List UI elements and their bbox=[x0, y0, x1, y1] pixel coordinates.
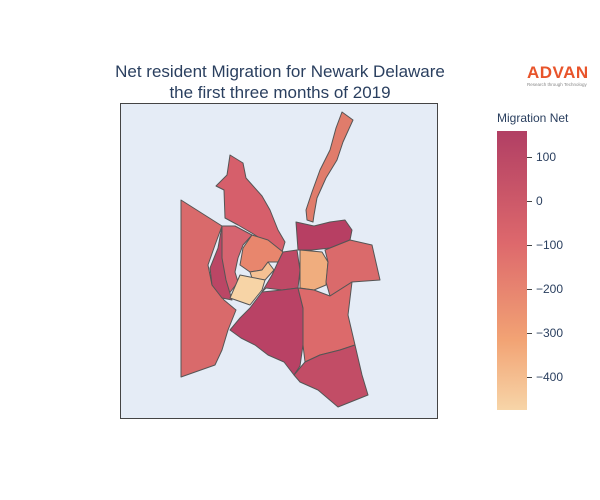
colorbar-tick bbox=[527, 377, 532, 378]
region-west-large[interactable] bbox=[180, 199, 237, 378]
colorbar-gradient bbox=[497, 131, 527, 410]
colorbar-tick-label: −100 bbox=[536, 238, 564, 252]
colorbar-tick-label: −300 bbox=[536, 326, 564, 340]
colorbar-tick-label: 0 bbox=[536, 194, 543, 208]
region-west-narrow[interactable] bbox=[209, 225, 233, 301]
chart-title-line-1: Net resident Migration for Newark Delawa… bbox=[115, 62, 445, 81]
chart-title-line-2: the first three months of 2019 bbox=[169, 83, 391, 102]
region-east[interactable] bbox=[324, 239, 381, 297]
colorbar-tick bbox=[527, 333, 532, 334]
colorbar-tick-label: 100 bbox=[536, 150, 557, 164]
colorbar-tick bbox=[527, 157, 532, 158]
colorbar-tick bbox=[527, 289, 532, 290]
colorbar-tick bbox=[527, 245, 532, 246]
logo-brand: ADVAN bbox=[527, 63, 589, 82]
colorbar-tick-label: −200 bbox=[536, 282, 564, 296]
colorbar-tick-label: −400 bbox=[536, 370, 564, 384]
region-center-dark[interactable] bbox=[261, 249, 301, 293]
region-south-dark[interactable] bbox=[293, 344, 369, 408]
colorbar-tick bbox=[527, 201, 532, 202]
region-north-corridor[interactable] bbox=[305, 111, 354, 223]
region-lightest[interactable] bbox=[229, 274, 266, 306]
colorbar-title: Migration Net bbox=[497, 111, 569, 125]
logo-tagline: Research through Technology bbox=[527, 82, 587, 87]
region-east-light-orange[interactable] bbox=[299, 249, 329, 291]
advan-logo: ADVAN Research through Technology bbox=[527, 64, 597, 88]
